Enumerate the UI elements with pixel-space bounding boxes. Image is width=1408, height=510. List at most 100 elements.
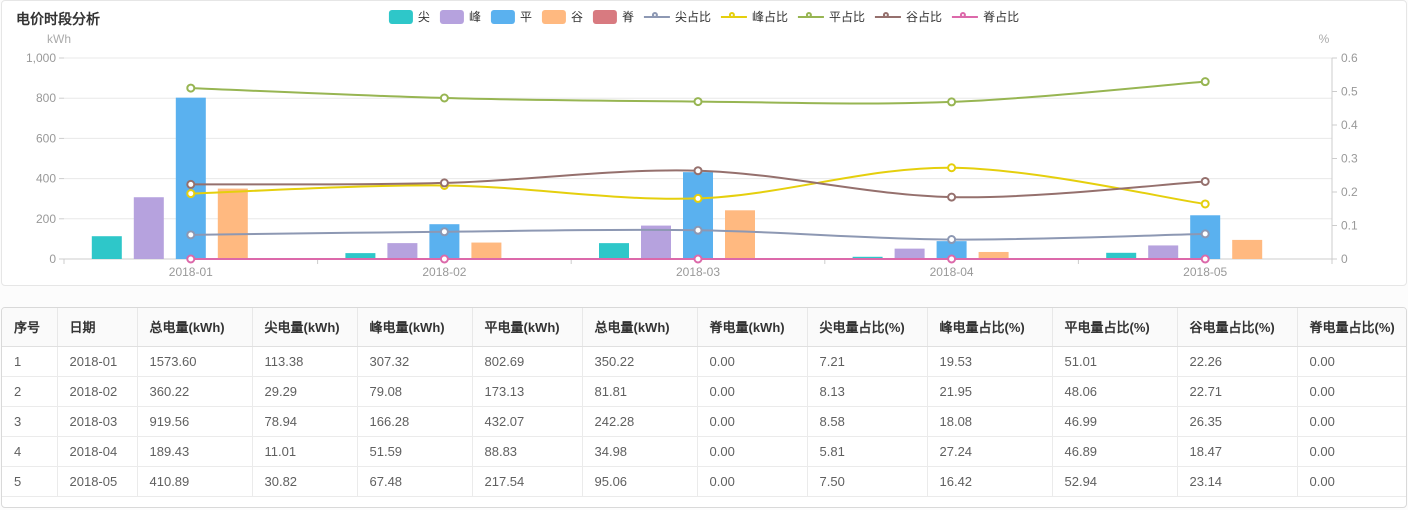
legend-item-line-3[interactable]: 谷占比 — [875, 8, 942, 25]
table-row: 1 2018-01 1573.60 113.38 307.32 802.69 350.22 0… — [2, 346, 1406, 377]
legend-item-line-0[interactable]: 尖占比 — [644, 8, 711, 25]
bar[interactable] — [894, 248, 925, 259]
legend-label: 尖 — [417, 10, 430, 24]
table-cell: 52.94 — [1052, 466, 1178, 497]
data-point[interactable] — [186, 179, 196, 189]
table-cell: 7.50 — [807, 466, 928, 497]
table-cell: 2 — [2, 376, 58, 407]
bar[interactable] — [683, 172, 713, 259]
data-point[interactable] — [439, 178, 449, 188]
line-series-谷占比 — [186, 166, 1210, 202]
data-point[interactable] — [1200, 199, 1210, 209]
data-point[interactable] — [439, 227, 449, 237]
legend-item-line-4[interactable]: 脊占比 — [952, 8, 1019, 25]
table-cell: 34.98 — [582, 436, 698, 467]
data-point[interactable] — [439, 93, 449, 103]
data-point[interactable] — [1200, 229, 1210, 239]
column-header-9: 峰电量占比(%) — [927, 308, 1053, 347]
data-point[interactable] — [693, 166, 703, 176]
column-header-0: 序号 — [2, 308, 58, 347]
data-point[interactable] — [186, 230, 196, 240]
svg-text:2018-02: 2018-02 — [422, 265, 466, 279]
data-point[interactable] — [439, 254, 449, 264]
data-point[interactable] — [186, 189, 196, 199]
legend-line-marker-icon — [644, 10, 670, 24]
bar[interactable] — [345, 253, 376, 259]
table-cell: 432.07 — [472, 406, 583, 437]
legend-line-marker-icon — [875, 10, 902, 24]
legend-label: 脊 — [621, 10, 634, 24]
table-cell: 307.32 — [357, 346, 473, 377]
data-point[interactable] — [1200, 77, 1210, 87]
legend-item-bar-1[interactable]: 峰 — [439, 8, 481, 25]
bar[interactable] — [1232, 239, 1263, 259]
table-cell: 2018-02 — [57, 376, 138, 407]
legend-label: 脊占比 — [983, 10, 1020, 24]
column-header-7: 脊电量(kWh) — [697, 308, 808, 347]
table-cell: 0.00 — [1297, 406, 1406, 437]
legend-item-line-2[interactable]: 平占比 — [798, 8, 865, 25]
table-cell: 8.58 — [807, 406, 928, 437]
data-point[interactable] — [947, 235, 957, 245]
bar[interactable] — [471, 242, 502, 259]
svg-text:0.2: 0.2 — [1341, 185, 1358, 199]
table-cell: 5.81 — [807, 436, 928, 467]
table-cell: 189.43 — [137, 436, 253, 467]
bar[interactable] — [1106, 252, 1137, 259]
bar-series-谷 — [217, 188, 1263, 259]
bar[interactable] — [852, 256, 883, 259]
data-point[interactable] — [1200, 176, 1210, 186]
table-cell: 18.47 — [1177, 436, 1298, 467]
column-header-11: 谷电量占比(%) — [1177, 308, 1298, 347]
bar[interactable] — [725, 210, 755, 259]
data-point[interactable] — [1200, 254, 1210, 264]
table-cell: 0.00 — [697, 346, 808, 377]
data-point[interactable] — [693, 254, 703, 264]
table-row: 5 2018-05 410.89 30.82 67.48 217.54 95.06 0.00 7… — [2, 466, 1406, 497]
legend-item-bar-2[interactable]: 平 — [490, 8, 532, 25]
legend-item-bar-0[interactable]: 尖 — [388, 8, 430, 25]
legend-line-marker-icon — [798, 10, 825, 24]
legend-item-line-1[interactable]: 峰占比 — [721, 8, 788, 25]
svg-text:0.4: 0.4 — [1341, 118, 1358, 132]
svg-text:2018-03: 2018-03 — [676, 265, 720, 279]
table-row: 4 2018-04 189.43 11.01 51.59 88.83 34.98 0.00 5.… — [2, 436, 1406, 467]
data-point[interactable] — [186, 254, 196, 264]
table-cell: 113.38 — [252, 346, 358, 377]
data-point[interactable] — [947, 163, 957, 173]
table-cell: 0.00 — [1297, 376, 1406, 407]
data-point[interactable] — [947, 192, 957, 202]
bar[interactable] — [1148, 245, 1179, 259]
bar[interactable] — [978, 251, 1009, 259]
data-point[interactable] — [947, 97, 957, 107]
bar[interactable] — [133, 197, 164, 259]
table-cell: 7.21 — [807, 346, 928, 377]
svg-text:800: 800 — [36, 91, 56, 105]
data-point[interactable] — [186, 83, 196, 93]
bar[interactable] — [387, 243, 418, 259]
table-cell: 46.99 — [1052, 406, 1178, 437]
table-cell: 23.14 — [1177, 466, 1298, 497]
svg-text:200: 200 — [36, 212, 56, 226]
data-point[interactable] — [693, 193, 703, 203]
data-point[interactable] — [693, 97, 703, 107]
legend-item-bar-4[interactable]: 脊 — [592, 8, 634, 25]
legend-label: 峰 — [468, 10, 481, 24]
line-series-平占比 — [186, 77, 1210, 107]
bar[interactable] — [91, 236, 122, 259]
table-cell: 29.29 — [252, 376, 358, 407]
svg-text:0.3: 0.3 — [1341, 152, 1358, 166]
column-header-4: 峰电量(kWh) — [357, 308, 473, 347]
bar[interactable] — [217, 188, 248, 259]
legend-swatch-icon — [490, 9, 515, 24]
bar[interactable] — [936, 241, 967, 259]
bar[interactable] — [599, 243, 629, 259]
table-cell: 79.08 — [357, 376, 473, 407]
data-point[interactable] — [693, 225, 703, 235]
bar[interactable] — [641, 225, 671, 259]
legend-item-bar-3[interactable]: 谷 — [541, 8, 583, 25]
svg-text:0.6: 0.6 — [1341, 51, 1358, 65]
table-cell: 410.89 — [137, 466, 253, 497]
svg-text:0.1: 0.1 — [1341, 219, 1358, 233]
data-point[interactable] — [947, 254, 957, 264]
